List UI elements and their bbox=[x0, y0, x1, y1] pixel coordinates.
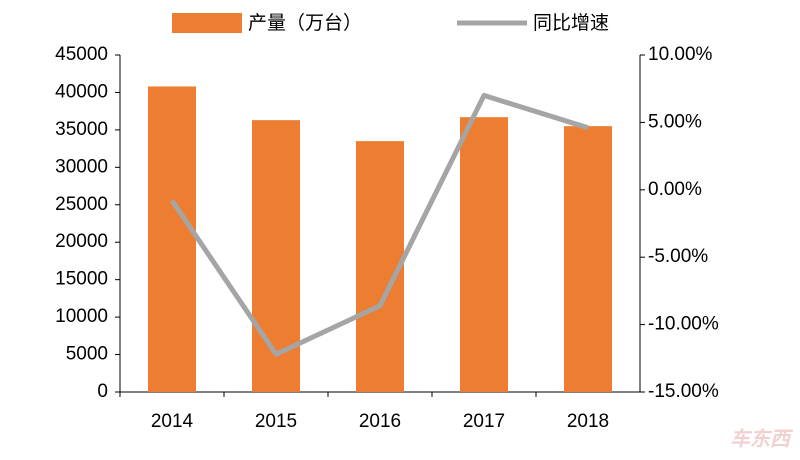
y-tick-label: 10000 bbox=[55, 306, 108, 327]
y-tick-label: 15000 bbox=[55, 269, 108, 290]
y2-tick-label: 5.00% bbox=[648, 111, 702, 132]
y2-tick-label: -5.00% bbox=[648, 246, 708, 267]
bar bbox=[148, 86, 196, 392]
y-tick-label: 30000 bbox=[55, 156, 108, 177]
y2-tick-label: -15.00% bbox=[648, 381, 719, 402]
y-tick-label: 0 bbox=[97, 381, 108, 402]
y2-tick-label: -10.00% bbox=[648, 314, 719, 335]
line bbox=[169, 92, 589, 357]
x-tick-label: 2014 bbox=[151, 411, 194, 432]
y2-tick-label: 0.00% bbox=[648, 179, 702, 200]
x-tick-label: 2015 bbox=[255, 411, 297, 432]
y-tick-label: 5000 bbox=[66, 344, 108, 365]
y-tick-label: 35000 bbox=[55, 119, 108, 140]
bar bbox=[356, 141, 404, 392]
y-tick-label: 45000 bbox=[55, 44, 108, 65]
x-tick-label: 2018 bbox=[567, 411, 609, 432]
legend-label: 同比增速 bbox=[533, 12, 609, 34]
bar bbox=[460, 117, 508, 392]
x-tick-label: 2017 bbox=[463, 411, 505, 432]
watermark: 车东西 bbox=[730, 427, 794, 450]
bar bbox=[564, 126, 612, 393]
y-tick-label: 40000 bbox=[55, 81, 108, 102]
y-tick-label: 20000 bbox=[55, 231, 108, 252]
x-tick-label: 2016 bbox=[359, 411, 401, 432]
legend-swatch bbox=[172, 13, 242, 33]
y-tick-label: 25000 bbox=[55, 194, 108, 215]
y2-tick-label: 10.00% bbox=[648, 44, 713, 65]
legend-label: 产量（万台） bbox=[248, 12, 362, 34]
